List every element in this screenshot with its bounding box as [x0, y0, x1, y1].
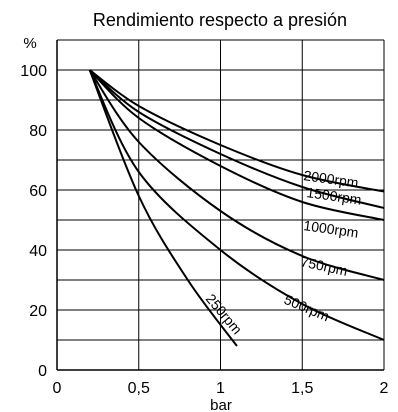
series-line-1500rpm: [89, 69, 385, 209]
series-line-500rpm: [88, 69, 385, 341]
y-tick-label: 0: [38, 363, 47, 380]
x-tick-label: 1: [216, 380, 225, 397]
y-tick-label: 20: [29, 303, 47, 320]
axes: 0 20 40 60 80 100 0 0,5 1 1,5 2: [20, 40, 389, 397]
y-tick-label: 40: [29, 243, 47, 260]
series-label-500rpm: 500rpm: [282, 291, 332, 324]
grid: [57, 39, 385, 370]
y-axis-label: %: [23, 35, 36, 52]
series-label-1500rpm: 1500rpm: [306, 184, 363, 208]
series-line-1000rpm: [89, 69, 385, 221]
y-tick-label: 60: [29, 183, 47, 200]
x-axis-label: bar: [210, 397, 232, 412]
series-line-250rpm: [88, 69, 238, 347]
series-label-1000rpm: 1000rpm: [303, 217, 360, 241]
y-tick-label: 80: [29, 123, 47, 140]
series-label-2000rpm: 2000rpm: [303, 167, 360, 191]
series-line-2000rpm: [89, 69, 385, 193]
series-line-750rpm: [88, 69, 385, 281]
y-tick-label: 100: [20, 63, 47, 80]
series-label-750rpm: 750rpm: [299, 253, 349, 279]
series-group: [88, 69, 385, 347]
x-tick-label: 1,5: [291, 380, 313, 397]
x-tick-label: 2: [380, 380, 389, 397]
x-tick-label: 0,5: [128, 380, 150, 397]
chart-title: Rendimiento respecto a presión: [93, 10, 347, 30]
x-tick-label: 0: [53, 380, 62, 397]
